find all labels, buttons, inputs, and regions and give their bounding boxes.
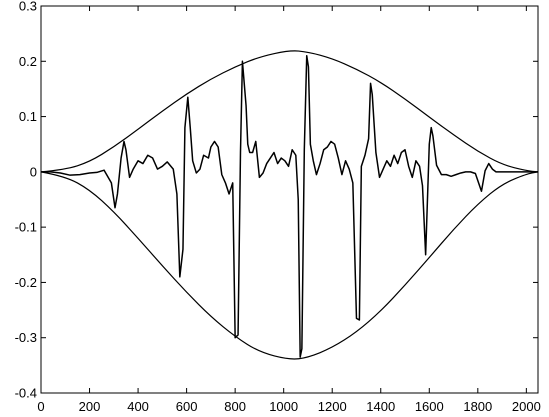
lower-envelope-line (40, 171, 539, 360)
x-tick-label: 800 (224, 399, 246, 414)
x-tick-label: 0 (37, 399, 44, 414)
y-axis: -0.4 -0.3 -0.2 -0.1 0 0.1 0.2 0.3 (15, 0, 538, 401)
x-tick-label: 1800 (463, 399, 492, 414)
x-tick-label: 2000 (512, 399, 541, 414)
upper-envelope-line (40, 50, 539, 173)
y-tick-label: 0.1 (19, 109, 37, 124)
signal-line (41, 55, 538, 358)
x-tick-label: 200 (79, 399, 101, 414)
plot-frame (40, 5, 539, 394)
y-tick-label: 0 (30, 164, 37, 179)
y-tick-label: -0.2 (15, 275, 37, 290)
x-axis: 0 200 400 600 800 1000 1200 1400 1600 1800 2000 (37, 6, 541, 414)
x-tick-label: 1200 (318, 399, 347, 414)
y-tick-label: 0.2 (19, 54, 37, 69)
series-layer (40, 50, 539, 360)
x-tick-label: 600 (176, 399, 198, 414)
y-tick-label: -0.1 (15, 220, 37, 235)
x-tick-label: 400 (127, 399, 149, 414)
y-tick-label: -0.3 (15, 330, 37, 345)
x-tick-label: 1600 (415, 399, 444, 414)
x-tick-label: 1000 (269, 399, 298, 414)
y-tick-label: 0.3 (19, 0, 37, 14)
y-tick-label: -0.4 (15, 386, 37, 401)
x-tick-label: 1400 (366, 399, 395, 414)
